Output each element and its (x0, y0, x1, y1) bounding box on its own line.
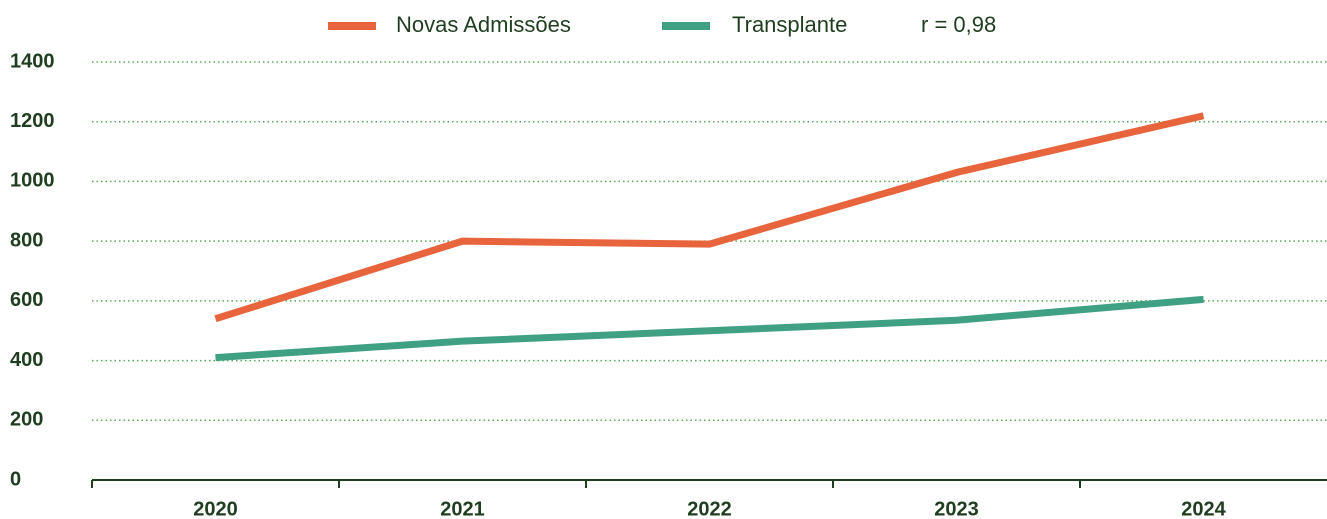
annotation: r = 0,98 (921, 12, 996, 37)
x-tick-label: 2022 (687, 498, 732, 519)
legend-label: Novas Admissões (396, 12, 571, 37)
x-tick-label: 2021 (440, 498, 485, 519)
line-series (214, 112, 1205, 323)
line-series (215, 295, 1204, 362)
x-tick-label: 2023 (934, 498, 979, 519)
y-tick-label: 1000 (10, 170, 55, 192)
x-tick-label: 2020 (193, 498, 238, 519)
legend-label: Transplante (732, 12, 847, 37)
y-tick-label: 200 (10, 409, 43, 431)
y-tick-label: 600 (10, 289, 43, 311)
y-tick-label: 0 (10, 468, 21, 490)
x-tick-label: 2024 (1181, 498, 1226, 519)
y-tick-label: 1400 (10, 50, 55, 72)
y-tick-label: 400 (10, 349, 43, 371)
y-tick-label: 1200 (10, 110, 55, 132)
y-tick-label: 800 (10, 229, 43, 251)
